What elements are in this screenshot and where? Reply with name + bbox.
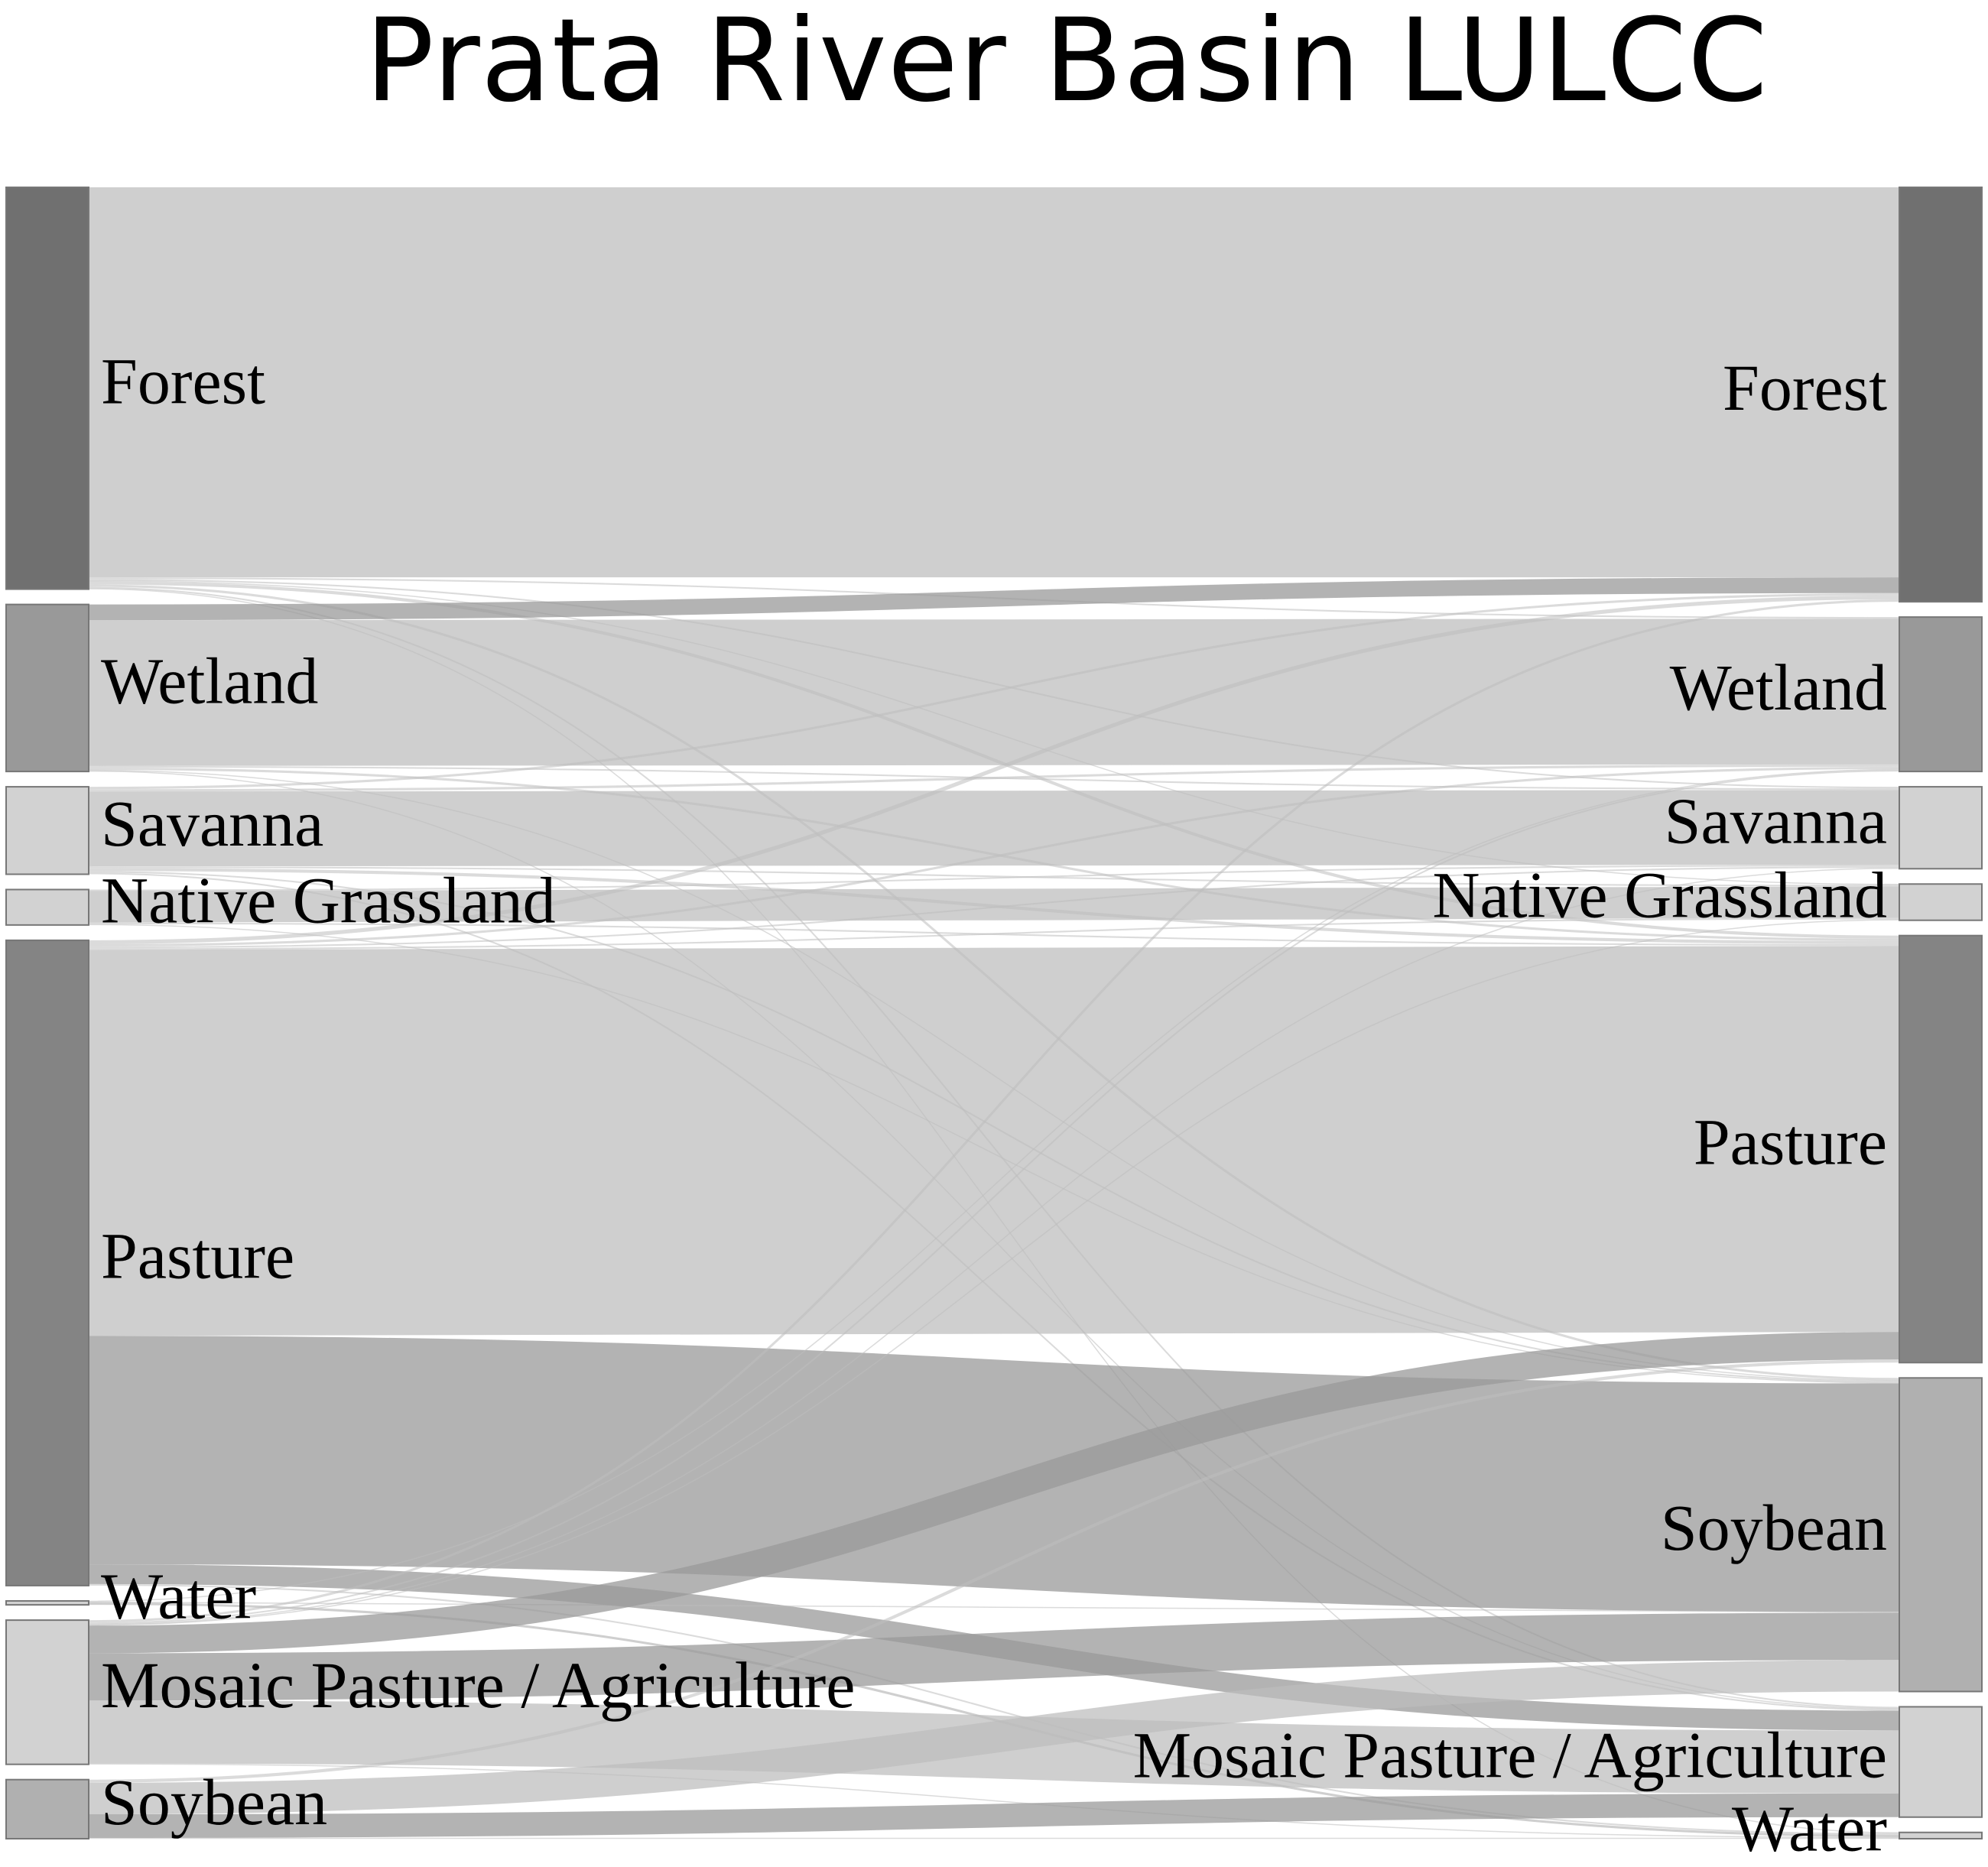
source-node-water xyxy=(5,1599,89,1606)
flow-mosaic-to-water xyxy=(88,1763,1900,1839)
flow-mosaic-to-forest xyxy=(88,599,1900,1623)
target-label-water: Water xyxy=(1732,1792,1887,1865)
target-node-mosaic xyxy=(1899,1706,1983,1818)
source-node-savanna xyxy=(5,786,89,875)
flow-pasture-to-grassland xyxy=(88,917,1900,950)
source-node-pasture xyxy=(5,939,89,1586)
source-label-mosaic: Mosaic Pasture / Agriculture xyxy=(101,1648,855,1722)
target-node-wetland xyxy=(1899,616,1983,773)
target-label-mosaic: Mosaic Pasture / Agriculture xyxy=(1133,1718,1887,1791)
target-label-forest: Forest xyxy=(1723,351,1887,424)
source-node-mosaic xyxy=(5,1619,89,1765)
source-node-forest xyxy=(5,187,89,590)
flow-pasture-to-savanna xyxy=(88,866,1900,949)
flow-soybean-to-pasture xyxy=(88,1359,1900,1783)
flow-grassland-to-grassland xyxy=(88,886,1900,923)
target-label-grassland: Native Grassland xyxy=(1432,859,1887,932)
flow-pasture-to-soybean xyxy=(88,1336,1900,1612)
source-label-wetland: Wetland xyxy=(101,645,318,718)
flow-mosaic-to-grassland xyxy=(88,919,1900,1626)
source-label-forest: Forest xyxy=(101,345,265,418)
flow-savanna-to-savanna xyxy=(88,790,1900,867)
flow-wetland-to-forest xyxy=(88,577,1900,621)
flow-pasture-to-forest xyxy=(88,595,1900,945)
source-label-savanna: Savanna xyxy=(101,787,323,860)
flow-water-to-wetland xyxy=(88,768,1900,1602)
target-label-soybean: Soybean xyxy=(1661,1491,1887,1564)
flow-grassland-to-savanna xyxy=(88,865,1900,891)
flow-savanna-to-forest xyxy=(88,593,1900,790)
flow-mosaic-to-wetland xyxy=(88,770,1900,1625)
flow-mosaic-to-pasture xyxy=(88,1332,1900,1654)
flow-soybean-to-soybean xyxy=(88,1660,1900,1815)
flow-savanna-to-grassland xyxy=(88,866,1900,887)
target-label-savanna: Savanna xyxy=(1665,784,1887,857)
target-node-forest xyxy=(1899,187,1983,603)
target-node-water xyxy=(1899,1831,1983,1840)
source-node-wetland xyxy=(5,603,89,773)
nodes-layer xyxy=(5,187,1983,1840)
target-label-pasture: Pasture xyxy=(1694,1106,1887,1179)
target-node-grassland xyxy=(1899,883,1983,921)
flow-savanna-to-wetland xyxy=(88,764,1900,792)
target-label-wetland: Wetland xyxy=(1670,651,1887,724)
flow-mosaic-to-soybean xyxy=(88,1612,1900,1701)
source-node-grassland xyxy=(5,888,89,926)
source-label-pasture: Pasture xyxy=(101,1219,294,1293)
source-label-grassland: Native Grassland xyxy=(101,863,556,937)
source-label-water: Water xyxy=(101,1559,256,1632)
flows-layer xyxy=(88,187,1900,1839)
flow-mosaic-to-savanna xyxy=(88,868,1900,1625)
chart-title: Prata River Basin LULCC xyxy=(365,0,1769,128)
target-node-pasture xyxy=(1899,934,1983,1364)
target-node-savanna xyxy=(1899,786,1983,870)
flow-soybean-to-mosaic xyxy=(88,1793,1900,1838)
source-label-soybean: Soybean xyxy=(101,1765,327,1839)
target-node-soybean xyxy=(1899,1377,1983,1693)
flow-pasture-to-pasture xyxy=(88,946,1900,1336)
flow-pasture-to-wetland xyxy=(88,766,1900,947)
source-node-soybean xyxy=(5,1778,89,1840)
